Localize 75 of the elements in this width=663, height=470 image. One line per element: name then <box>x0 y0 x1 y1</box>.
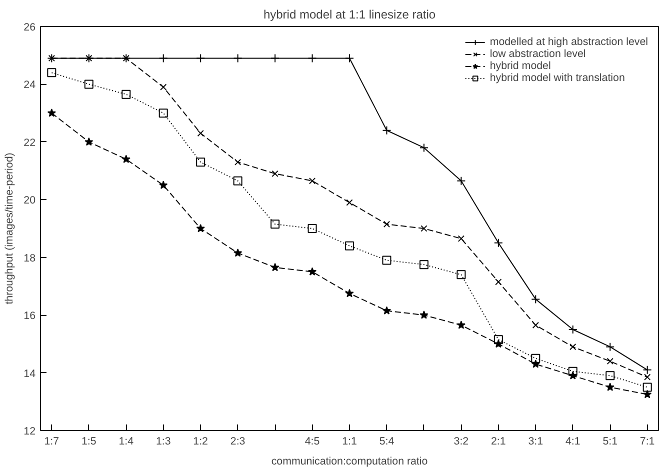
point <box>47 108 56 117</box>
legend-label: modelled at high abstraction level <box>490 36 648 48</box>
point <box>345 288 354 298</box>
x-tick-label: 5:4 <box>379 436 394 448</box>
point <box>160 84 167 90</box>
point <box>234 248 242 257</box>
point <box>494 335 503 344</box>
point <box>234 158 242 166</box>
x-tick-label: 3:1 <box>528 436 544 448</box>
point <box>197 130 204 137</box>
y-tick-label: 20 <box>24 194 36 207</box>
point <box>570 343 576 350</box>
point <box>308 178 316 184</box>
x-axis-title: communication:computation ratio <box>271 456 428 468</box>
x-tick-label: 1:1 <box>342 436 357 448</box>
point <box>84 137 94 146</box>
y-tick-label: 16 <box>24 310 36 322</box>
x-tick-label: 2:3 <box>230 436 246 448</box>
point <box>270 220 280 229</box>
point <box>420 310 428 319</box>
point <box>456 270 466 280</box>
x-tick-label: 1:5 <box>81 436 96 448</box>
point <box>495 278 502 286</box>
point <box>458 235 465 242</box>
y-tick-label: 24 <box>24 79 36 92</box>
point <box>532 322 539 328</box>
legend-label: low abstraction level <box>490 48 586 60</box>
point <box>643 390 652 398</box>
point <box>531 354 540 363</box>
point <box>159 180 168 189</box>
point <box>272 170 278 177</box>
x-tick-label: 5:1 <box>602 436 618 448</box>
x-tick-label: 7:1 <box>640 436 655 448</box>
point <box>642 382 652 392</box>
point <box>196 224 205 232</box>
point <box>270 262 280 272</box>
y-tick-label: 18 <box>24 252 36 264</box>
y-tick-label: 22 <box>24 136 36 149</box>
point <box>84 80 94 89</box>
y-axis-title: throughput (images/time-period) <box>4 152 16 304</box>
y-tick-label: 26 <box>24 22 36 34</box>
point <box>122 154 130 163</box>
x-tick-label: 1:7 <box>44 436 60 448</box>
point <box>606 382 614 391</box>
x-tick-label: 3:2 <box>454 436 469 448</box>
point <box>346 199 353 206</box>
point <box>420 225 428 232</box>
point <box>383 220 390 228</box>
point <box>606 358 614 365</box>
point <box>644 374 651 380</box>
point <box>345 241 354 250</box>
point <box>419 260 428 270</box>
point <box>158 108 168 118</box>
point <box>568 366 578 376</box>
point <box>47 68 56 78</box>
point <box>308 267 317 276</box>
chart-title: hybrid model at 1:1 linesize ratio <box>263 8 436 22</box>
x-tick-label: 4:1 <box>565 436 580 448</box>
point <box>456 320 466 329</box>
point <box>308 224 317 233</box>
x-tick-label: 4:5 <box>304 436 320 448</box>
x-tick-label: 2:1 <box>491 436 506 448</box>
x-tick-label: 1:2 <box>193 436 208 448</box>
x-tick-label: 1:4 <box>118 436 134 448</box>
y-tick-label: 12 <box>24 426 36 438</box>
point <box>606 371 615 380</box>
x-tick-label: 1:3 <box>156 436 171 448</box>
legend-label: hybrid model with translation <box>490 72 625 84</box>
point <box>233 176 242 186</box>
legend-label: hybrid model <box>490 60 551 72</box>
point <box>382 306 392 314</box>
point <box>382 256 392 265</box>
point <box>196 158 206 167</box>
y-tick-label: 14 <box>24 368 36 380</box>
point <box>122 90 131 99</box>
